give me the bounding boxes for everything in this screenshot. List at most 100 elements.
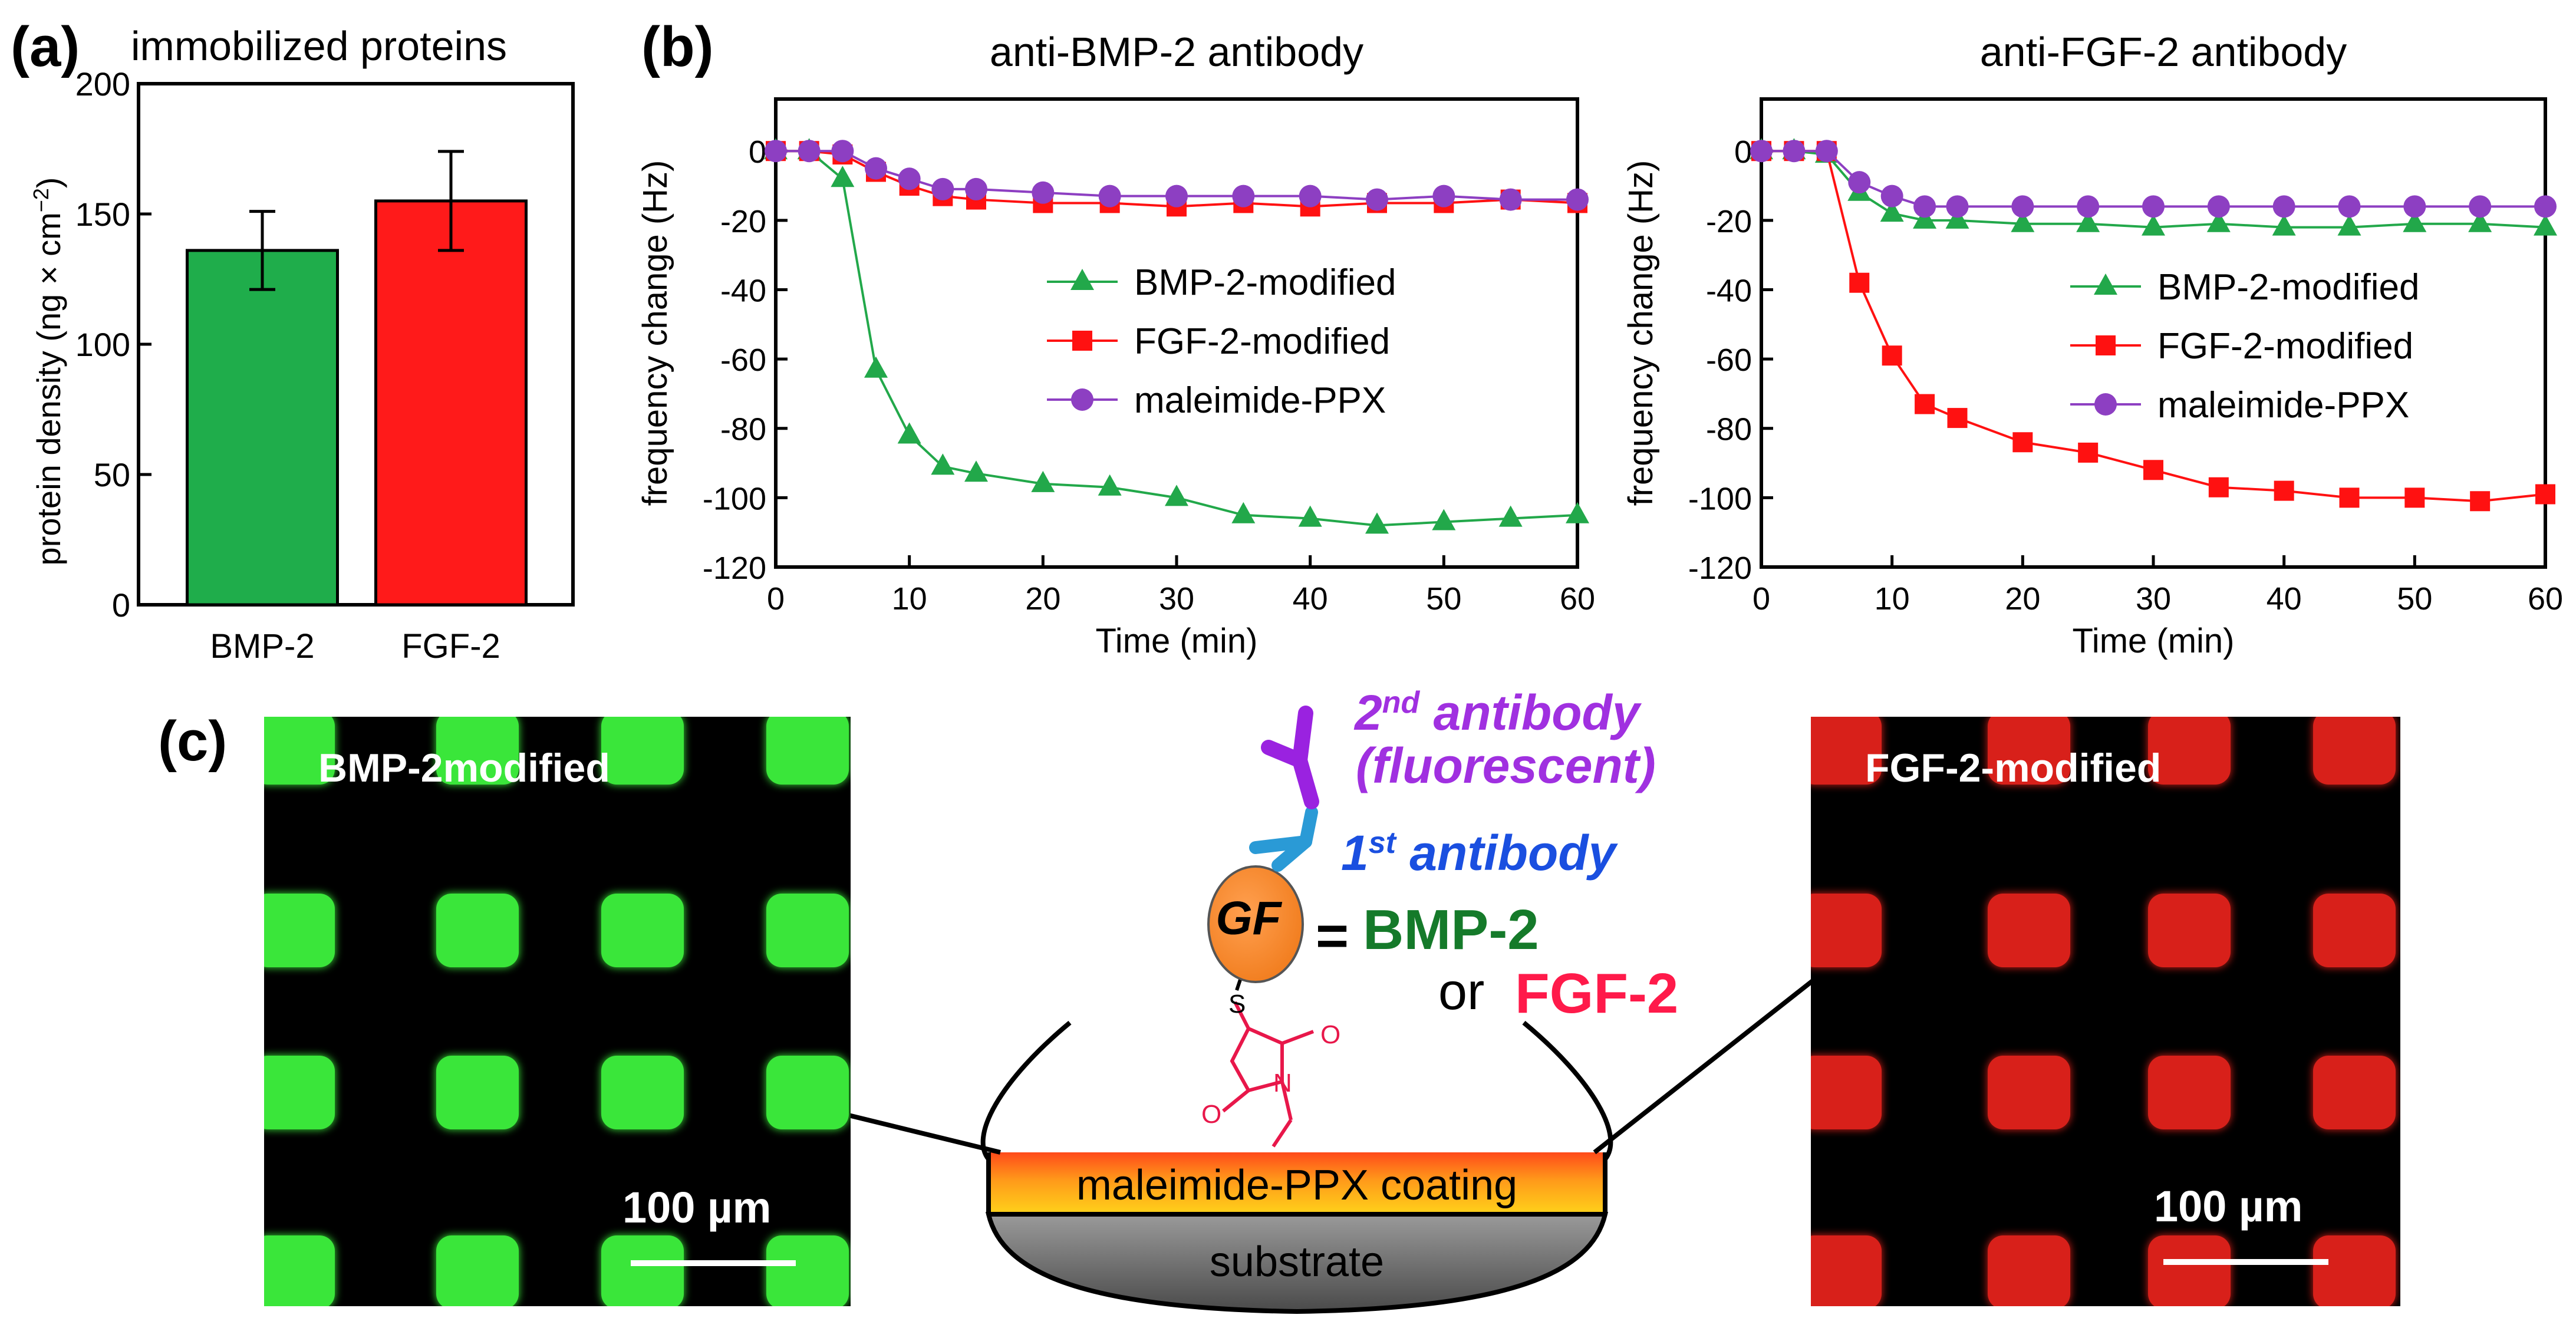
marker-triangle (2534, 214, 2557, 236)
green-fluorescent-square (436, 1056, 519, 1129)
red-fluorescent-square (1811, 1056, 1882, 1129)
legend-label: maleimide-PPX (1134, 380, 1386, 421)
green-fluorescent-square (601, 1235, 684, 1306)
y-tick-label: 0 (112, 586, 130, 624)
red-fluorescent-square (2313, 1056, 2396, 1129)
y-tick-label: -80 (1706, 412, 1752, 447)
green-fluorescent-square (264, 894, 335, 967)
y-tick-label: -20 (1706, 204, 1752, 239)
y-tick-label: -40 (1706, 273, 1752, 308)
y-tick-label: -100 (703, 481, 766, 516)
marker-circle (1299, 184, 1322, 207)
x-tick-label: BMP-2 (210, 627, 314, 665)
marker-circle (2272, 195, 2295, 218)
y-tick-label: 0 (749, 134, 766, 170)
marker-square (2535, 484, 2555, 505)
legend-label: BMP-2-modified (1134, 262, 1396, 303)
scale-bar-right (2163, 1259, 2328, 1265)
green-fluorescent-square (601, 717, 684, 785)
marker-circle (2094, 393, 2117, 416)
chart-a-title: immobilized proteins (131, 23, 507, 69)
x-tick-label: 0 (767, 581, 785, 617)
x-tick-label: 10 (892, 581, 927, 617)
y-tick-label: -120 (703, 551, 766, 586)
marker-triangle (1365, 512, 1389, 534)
marker-square (1947, 408, 1968, 429)
bar-bmp-2 (186, 249, 339, 607)
surface-arc (980, 1020, 1613, 1164)
green-fluorescent-square (264, 1056, 335, 1129)
marker-triangle (931, 453, 955, 475)
gf-label: GF (1215, 892, 1282, 944)
marker-square (1849, 272, 1870, 293)
marker-square (2012, 432, 2033, 453)
second-antibody-icon (1261, 706, 1319, 809)
green-fluorescent-square (601, 894, 684, 967)
red-fluorescent-square (1988, 1235, 2070, 1306)
marker-triangle (1298, 505, 1322, 527)
x-tick-label: 30 (2136, 581, 2171, 617)
marker-circle (1432, 184, 1455, 207)
marker-triangle (2337, 214, 2361, 236)
scale-label-right: 100 µm (2154, 1182, 2303, 1231)
red-fluorescent-square (2148, 717, 2231, 785)
y-axis-label: frequency change (Hz) (1622, 160, 1660, 506)
red-fluorescent-square (2148, 894, 2231, 967)
marker-square (1882, 345, 1902, 366)
series-line-bmp-2-modified (776, 150, 1578, 527)
coating-label: maleimide-PPX coating (1076, 1162, 1517, 1209)
marker-circle (1071, 388, 1093, 411)
marker-circle (1566, 188, 1589, 211)
second-word: antibody (1419, 685, 1642, 740)
marker-circle (1499, 188, 1522, 211)
gf-ellipse (1207, 865, 1304, 983)
marker-circle (865, 157, 887, 180)
connector-right (1593, 976, 1817, 1155)
legend-label: BMP-2-modified (2157, 267, 2419, 308)
first-antibody-label: 1st antibody (1341, 825, 1619, 881)
x-tick-label: 60 (2528, 581, 2563, 617)
marker-circle (2142, 195, 2165, 218)
green-fluorescent-square (766, 1235, 849, 1306)
legend-label: maleimide-PPX (2157, 385, 2409, 426)
y-tick-label: -100 (1688, 481, 1752, 516)
chart-b2-title: anti-FGF-2 antibody (1980, 29, 2347, 75)
fluorescence-image-bmp2: BMP-2modified 100 µm (264, 717, 851, 1306)
maleimide-structure (1222, 1001, 1315, 1148)
marker-triangle (1566, 502, 1589, 523)
marker-circle (1098, 184, 1121, 207)
marker-square (1915, 394, 1935, 414)
series-line-maleimide-ppx (1761, 150, 2545, 208)
surface-schematic: maleimide-PPX coating substrate O O N S … (812, 685, 1817, 1314)
x-tick-label: 50 (2397, 581, 2432, 617)
marker-square (2470, 491, 2491, 512)
legend-label: FGF-2-modified (1134, 321, 1390, 362)
marker-circle (1880, 184, 1903, 207)
y-tick-label: 0 (1734, 134, 1752, 170)
green-fluorescent-square (766, 894, 849, 967)
marker-triangle (1165, 485, 1188, 506)
marker-triangle (2076, 210, 2100, 232)
marker-triangle (1945, 207, 1969, 229)
substrate-layer (985, 1212, 1609, 1314)
red-fluorescent-square (2313, 717, 2396, 785)
green-fluorescent-square (264, 1235, 335, 1306)
marker-triangle (2272, 214, 2296, 236)
green-fluorescent-square (436, 1235, 519, 1306)
green-fluorescent-square (436, 717, 519, 785)
ylabel-main: protein density (ng × cm (30, 212, 67, 565)
green-fluorescent-square (766, 717, 849, 785)
marker-circle (1750, 140, 1773, 163)
marker-circle (1232, 184, 1255, 207)
red-fluorescent-square (1811, 717, 1882, 785)
marker-triangle (897, 422, 921, 444)
legend-label: FGF-2-modified (2157, 326, 2413, 367)
scale-bar-left (631, 1260, 796, 1266)
x-tick-label: 20 (2005, 581, 2040, 617)
equals-sign: = (1316, 904, 1349, 967)
marker-triangle (2011, 210, 2035, 232)
marker-triangle (2142, 214, 2165, 236)
x-tick-label: 50 (1426, 581, 1461, 617)
bmp-label: BMP-2 (1363, 898, 1539, 961)
marker-triangle (864, 356, 888, 378)
